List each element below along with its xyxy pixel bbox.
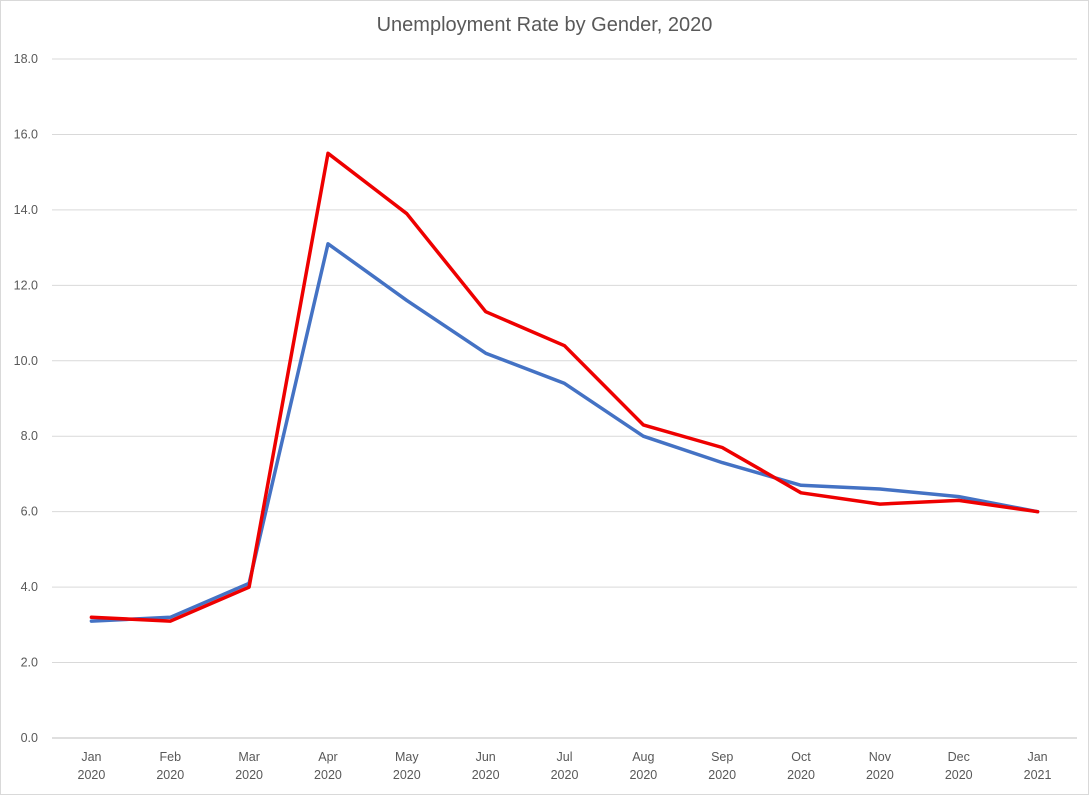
y-tick-label: 18.0	[14, 52, 38, 66]
x-tick-label: Jun	[476, 750, 496, 764]
x-tick-label: Feb	[159, 750, 181, 764]
x-tick-label-year: 2020	[945, 768, 973, 782]
x-tick-label: Jan	[1027, 750, 1047, 764]
x-tick-label-year: 2020	[629, 768, 657, 782]
x-tick-label: Apr	[318, 750, 337, 764]
x-tick-label-year: 2020	[78, 768, 106, 782]
x-tick-label: Jul	[557, 750, 573, 764]
x-tick-label-year: 2021	[1024, 768, 1052, 782]
x-tick-label-year: 2020	[235, 768, 263, 782]
x-tick-label: Oct	[791, 750, 811, 764]
x-tick-label: Mar	[238, 750, 260, 764]
y-tick-label: 16.0	[14, 127, 38, 141]
x-tick-label-year: 2020	[472, 768, 500, 782]
y-tick-label: 2.0	[21, 656, 38, 670]
x-tick-label-year: 2020	[156, 768, 184, 782]
x-tick-label-year: 2020	[393, 768, 421, 782]
y-tick-label: 12.0	[14, 278, 38, 292]
series-line-1	[89, 242, 1040, 623]
x-tick-label-year: 2020	[787, 768, 815, 782]
x-tick-label: Jan	[81, 750, 101, 764]
x-tick-label: May	[395, 750, 419, 764]
x-tick-label-year: 2020	[866, 768, 894, 782]
x-tick-label-year: 2020	[708, 768, 736, 782]
y-tick-label: 6.0	[21, 505, 38, 519]
x-tick-label: Dec	[948, 750, 970, 764]
x-tick-label: Nov	[869, 750, 892, 764]
y-tick-label: 4.0	[21, 580, 38, 594]
x-tick-label: Aug	[632, 750, 654, 764]
y-tick-label: 0.0	[21, 731, 38, 745]
y-tick-label: 14.0	[14, 203, 38, 217]
x-tick-label: Sep	[711, 750, 733, 764]
series-line-2	[89, 151, 1040, 623]
y-tick-label: 10.0	[14, 354, 38, 368]
x-tick-label-year: 2020	[314, 768, 342, 782]
chart-title: Unemployment Rate by Gender, 2020	[376, 14, 713, 36]
x-tick-label-year: 2020	[551, 768, 579, 782]
y-tick-label: 8.0	[21, 429, 38, 443]
